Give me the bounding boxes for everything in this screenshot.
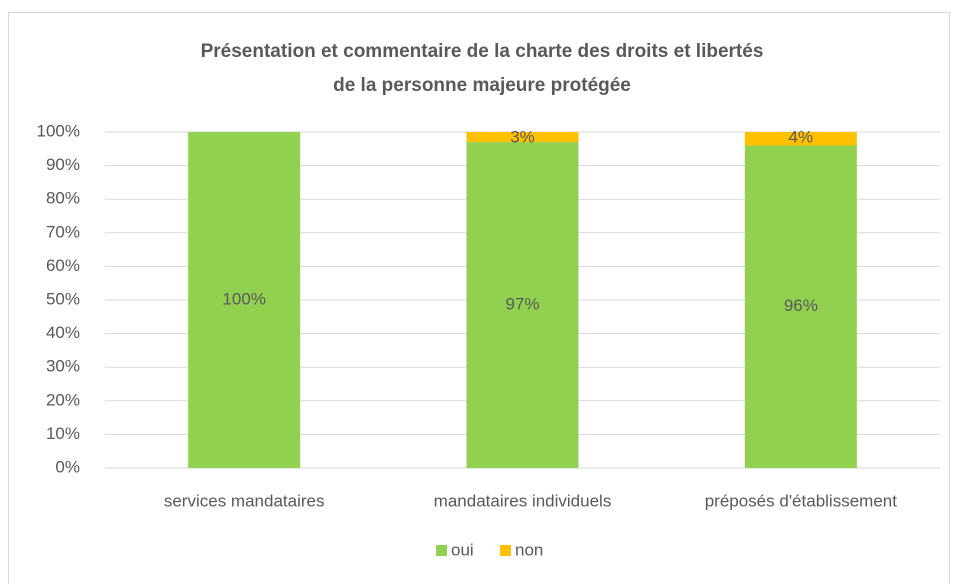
bar-segment bbox=[188, 132, 301, 468]
bar-segment bbox=[744, 132, 857, 146]
y-tick-label: 50% bbox=[46, 289, 80, 308]
y-tick-label: 60% bbox=[46, 256, 80, 275]
y-tick-label: 100% bbox=[37, 121, 80, 140]
x-tick-label: services mandataires bbox=[164, 491, 325, 510]
y-tick-label: 40% bbox=[46, 323, 80, 342]
bar-segment bbox=[466, 132, 579, 143]
bar-segment bbox=[744, 145, 857, 468]
x-tick-label: préposés d'établissement bbox=[705, 491, 898, 510]
data-label: 96% bbox=[784, 296, 818, 315]
y-tick-label: 30% bbox=[46, 357, 80, 376]
bar-segment bbox=[466, 142, 579, 468]
x-tick-label: mandataires individuels bbox=[434, 491, 612, 510]
y-tick-label: 10% bbox=[46, 424, 80, 443]
legend-label: non bbox=[515, 540, 543, 559]
chart-title: de la personne majeure protégée bbox=[333, 75, 631, 96]
y-tick-label: 70% bbox=[46, 222, 80, 241]
data-label: 97% bbox=[505, 295, 539, 314]
legend-swatch bbox=[436, 545, 447, 556]
chart-title: Présentation et commentaire de la charte… bbox=[201, 41, 764, 62]
data-label: 3% bbox=[510, 127, 535, 146]
legend-swatch bbox=[500, 545, 511, 556]
legend-label: oui bbox=[451, 540, 474, 559]
y-tick-label: 20% bbox=[46, 390, 80, 409]
y-tick-label: 90% bbox=[46, 155, 80, 174]
data-label: 4% bbox=[789, 127, 814, 146]
y-tick-label: 0% bbox=[55, 457, 80, 476]
y-tick-label: 80% bbox=[46, 189, 80, 208]
data-label: 100% bbox=[222, 289, 265, 308]
